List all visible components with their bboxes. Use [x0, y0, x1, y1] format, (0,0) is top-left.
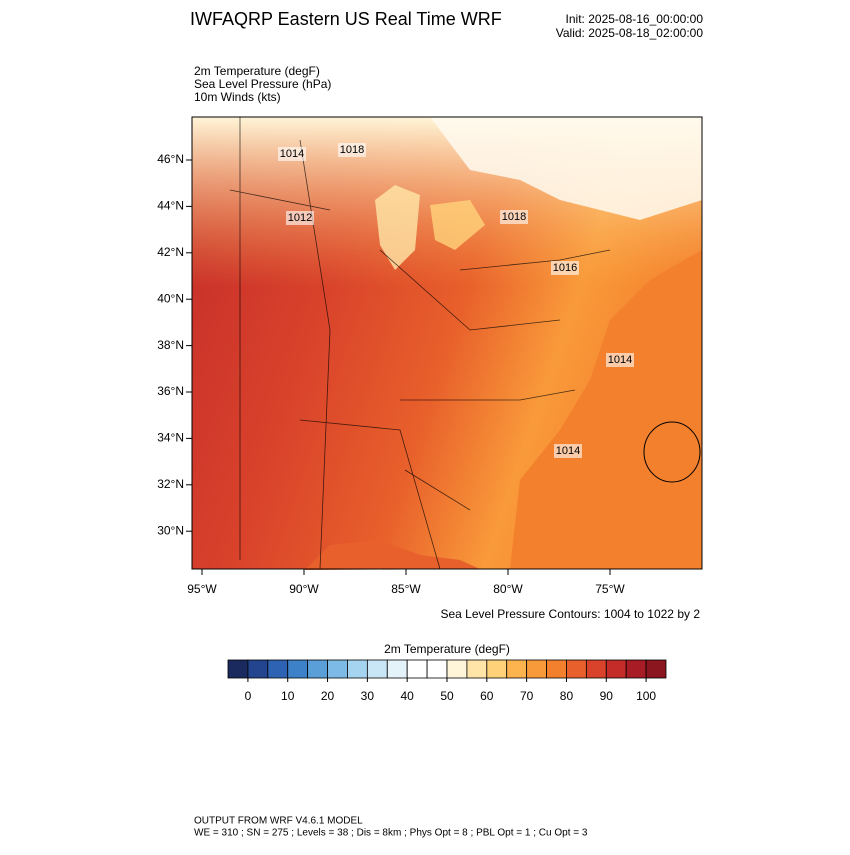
colorbar-box: [506, 659, 528, 679]
map-panel: [191, 116, 703, 570]
contour-label: 1018: [502, 211, 526, 223]
colorbar-box: [585, 659, 607, 679]
colorbar-box: [347, 659, 368, 679]
footer-line: WE = 310 ; SN = 275 ; Levels = 38 ; Dis …: [194, 828, 588, 839]
colorbar-box: [546, 659, 567, 679]
lat-label: 32°N: [157, 477, 184, 491]
colorbar-box: [247, 659, 269, 679]
field-label: 2m Temperature (degF): [194, 64, 320, 78]
colorbar-box: [526, 659, 547, 679]
colorbar-tick-label: 80: [560, 689, 574, 703]
contour-label-box: [554, 444, 582, 458]
contour-label-box: [606, 353, 634, 367]
contour-label: 1012: [288, 212, 312, 224]
lat-label: 36°N: [157, 384, 184, 398]
colorbar-box: [605, 659, 627, 679]
lon-label: 80°W: [493, 582, 523, 596]
colorbar-title: 2m Temperature (degF): [384, 642, 510, 656]
contour-label: 1014: [608, 354, 632, 366]
lat-label: 40°N: [157, 291, 184, 305]
contour-label: 1014: [556, 445, 580, 457]
contour-label-box: [286, 211, 314, 225]
colorbar-tick-label: 20: [321, 689, 335, 703]
lat-label: 30°N: [157, 523, 184, 537]
colorbar-box: [566, 659, 587, 679]
colorbar-box: [287, 659, 309, 679]
colorbar-tick-label: 70: [520, 689, 534, 703]
colorbar-tick-label: 90: [600, 689, 614, 703]
field-label: 10m Winds (kts): [194, 90, 281, 104]
lat-label: 38°N: [157, 338, 184, 352]
lon-label: 85°W: [391, 582, 421, 596]
colorbar-box: [466, 659, 488, 679]
contour-label-box: [338, 143, 366, 157]
lat-label: 42°N: [157, 245, 184, 259]
lat-label: 46°N: [157, 152, 184, 166]
colorbar-box: [386, 659, 408, 679]
lon-label: 75°W: [595, 582, 625, 596]
colorbar-tick-label: 60: [480, 689, 494, 703]
colorbar-box: [446, 659, 468, 679]
contour-label-box: [500, 210, 528, 224]
colorbar-box: [625, 659, 647, 679]
colorbar-box: [366, 659, 388, 679]
colorbar-box: [645, 659, 667, 679]
colorbar-box: [406, 659, 428, 679]
lon-label: 95°W: [187, 582, 217, 596]
field-label: Sea Level Pressure (hPa): [194, 77, 331, 91]
valid-time: Valid: 2025-08-18_02:00:00: [556, 26, 704, 40]
contour-label: 1016: [553, 262, 577, 274]
lon-label: 90°W: [289, 582, 319, 596]
colorbar-box: [267, 659, 289, 679]
colorbar-tick-label: 50: [440, 689, 454, 703]
contour-label-box: [278, 147, 306, 161]
colorbar-box: [227, 659, 249, 679]
colorbar-tick-label: 10: [281, 689, 295, 703]
footer-line: OUTPUT FROM WRF V4.6.1 MODEL: [194, 816, 363, 827]
colorbar-box: [486, 659, 508, 679]
colorbar-box: [426, 659, 448, 679]
colorbar-tick-label: 30: [361, 689, 375, 703]
contour-label: 1018: [340, 144, 364, 156]
colorbar-tick-label: 100: [636, 689, 656, 703]
colorbar-box: [307, 659, 328, 679]
contour-label-box: [551, 261, 579, 275]
contour-label: 1014: [280, 148, 304, 160]
contour-note: Sea Level Pressure Contours: 1004 to 102…: [441, 607, 701, 621]
colorbar-tick-label: 0: [245, 689, 252, 703]
colorbar-tick-label: 40: [401, 689, 415, 703]
lat-label: 44°N: [157, 199, 184, 213]
lat-label: 34°N: [157, 431, 184, 445]
init-time: Init: 2025-08-16_00:00:00: [566, 12, 704, 26]
colorbar-box: [327, 659, 348, 679]
title: IWFAQRP Eastern US Real Time WRF: [190, 9, 502, 29]
